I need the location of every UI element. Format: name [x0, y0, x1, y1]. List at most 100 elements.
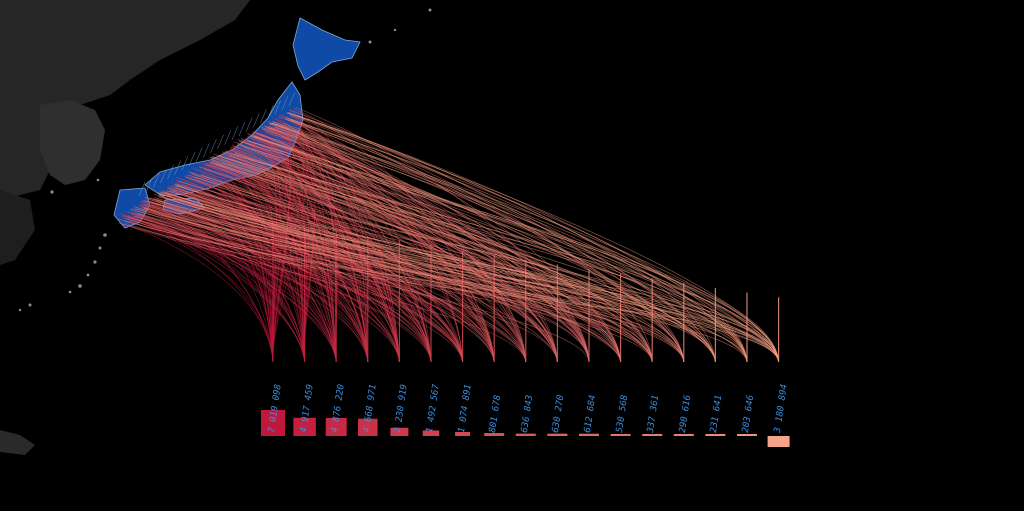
- flow-line: [150, 201, 779, 363]
- flow-line: [273, 121, 779, 363]
- flow-line: [229, 152, 779, 363]
- flow-line: [247, 133, 590, 363]
- flow-line: [211, 162, 590, 363]
- flow-line: [158, 196, 716, 363]
- flow-line: [135, 215, 590, 363]
- prefecture-border: [231, 126, 239, 141]
- prefecture-border: [153, 173, 160, 188]
- flow-line: [133, 215, 653, 363]
- flow-line: [269, 126, 400, 363]
- bar: [610, 434, 631, 436]
- flow-line: [218, 154, 779, 363]
- flow-line: [127, 211, 463, 363]
- prefecture-border: [160, 169, 167, 184]
- prefecture-border: [267, 104, 274, 119]
- bar: [422, 430, 440, 436]
- bar: [515, 433, 536, 436]
- flow-line: [288, 114, 400, 363]
- flow-line: [128, 220, 337, 363]
- flow-line: [126, 211, 337, 363]
- flow-line: [128, 219, 274, 363]
- flow-line: [295, 114, 716, 363]
- prefecture-border: [145, 177, 153, 192]
- prefecture-border: [281, 96, 289, 111]
- flow-line: [203, 163, 558, 363]
- bar: [358, 418, 378, 436]
- bar: [737, 434, 757, 436]
- bar: [705, 434, 726, 436]
- flow-line: [184, 176, 779, 363]
- flow-line: [251, 136, 748, 363]
- bar: [547, 433, 568, 436]
- ryukyu-islands: [18, 8, 432, 312]
- prefecture-border: [138, 181, 146, 197]
- flow-line: [215, 164, 653, 363]
- flow-line: [138, 205, 463, 363]
- prefecture-border: [253, 113, 260, 128]
- bar: [325, 417, 347, 436]
- flow-line: [234, 153, 748, 363]
- flow-line: [156, 200, 400, 363]
- flow-line: [121, 215, 432, 363]
- bar: [390, 427, 409, 436]
- prefecture-border: [224, 130, 231, 145]
- flow-line: [157, 192, 495, 363]
- flow-line: [236, 146, 653, 363]
- prefecture-border: [195, 147, 203, 162]
- prefecture-border: [238, 121, 246, 137]
- prefecture-border: [181, 156, 189, 171]
- flow-line: [143, 207, 779, 363]
- flow-line: [238, 140, 779, 363]
- bar: [293, 417, 316, 436]
- flow-line: [138, 204, 305, 363]
- flow-line: [118, 222, 779, 363]
- flow-line: [267, 127, 621, 363]
- flow-line: [123, 220, 748, 363]
- flow-line: [269, 127, 495, 363]
- prefecture-border: [217, 134, 224, 149]
- prefecture-border: [274, 100, 281, 115]
- flow-line: [116, 214, 337, 363]
- bar-chart: [261, 410, 790, 447]
- bar: [484, 433, 505, 436]
- flow-line: [157, 195, 779, 363]
- flow-line: [145, 206, 400, 363]
- prefecture-border: [188, 151, 196, 167]
- prefecture-border: [174, 160, 181, 175]
- prefecture-borders: [138, 91, 296, 197]
- flow-line: [248, 140, 779, 363]
- flow-line: [157, 192, 779, 363]
- flow-line: [149, 206, 432, 363]
- bar: [767, 436, 790, 447]
- flow-line: [233, 148, 558, 363]
- flow-line: [279, 114, 463, 363]
- neighbor-landmass: [0, 0, 250, 455]
- flow-line: [211, 159, 716, 363]
- flow-line: [254, 132, 558, 363]
- flow-line: [242, 141, 527, 363]
- bar: [579, 433, 599, 436]
- flow-line: [134, 213, 653, 363]
- bar: [673, 434, 694, 436]
- flow-line: [222, 162, 779, 363]
- flow-lines: [116, 107, 780, 363]
- flow-line: [127, 217, 369, 363]
- flow-line: [133, 206, 779, 363]
- flow-line: [141, 209, 432, 363]
- prefecture-border: [288, 91, 296, 107]
- flow-line: [123, 222, 527, 363]
- prefecture-border: [203, 143, 210, 158]
- flow-line: [159, 193, 779, 363]
- prefecture-border: [260, 109, 267, 124]
- flow-line: [290, 119, 779, 363]
- flow-line: [120, 213, 369, 363]
- flow-line: [237, 143, 590, 363]
- flow-line: [130, 209, 748, 363]
- flow-line: [121, 222, 274, 363]
- bar: [261, 410, 285, 436]
- flow-line: [188, 179, 495, 363]
- prefecture-border: [245, 117, 253, 132]
- flow-line: [212, 156, 716, 363]
- flow-line: [176, 183, 558, 363]
